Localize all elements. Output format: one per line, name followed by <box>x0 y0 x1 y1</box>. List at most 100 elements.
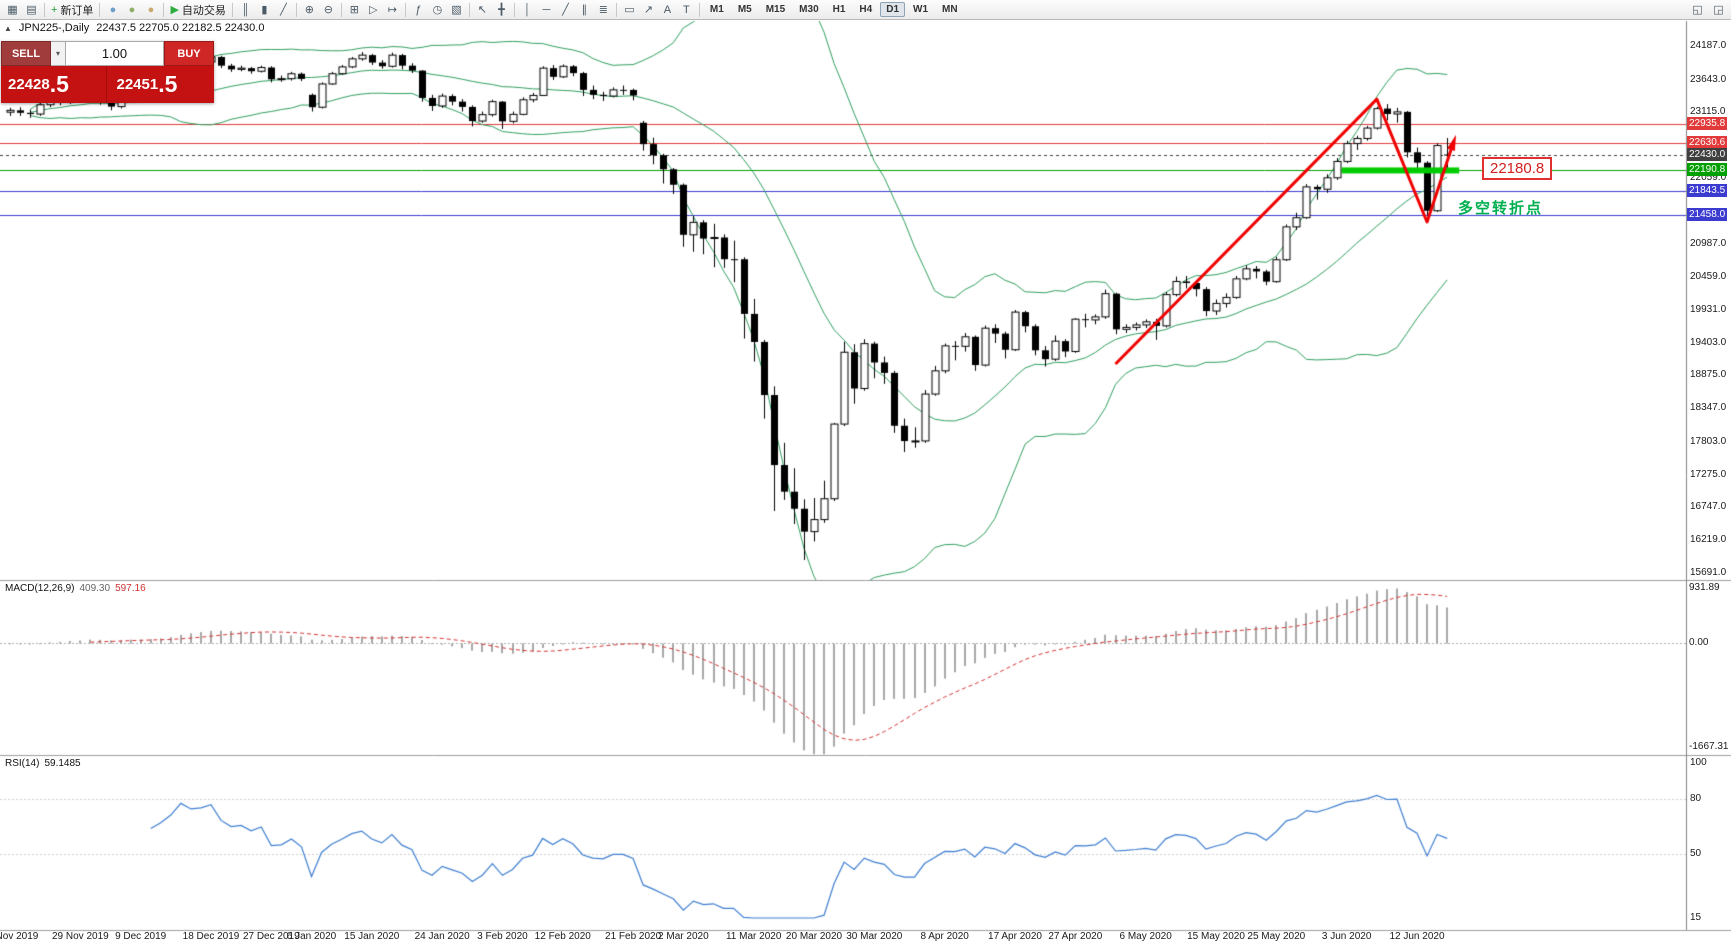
timeframe-w1-button[interactable]: W1 <box>913 4 929 15</box>
timeframe-d1-button[interactable]: D1 <box>880 2 906 17</box>
market-watch-icon[interactable]: ● <box>103 1 122 18</box>
zoom-out-icon: ⊖ <box>323 4 334 16</box>
chart-symbol-icon: ▲ <box>4 23 12 33</box>
buy-price[interactable]: 22451 .5 <box>105 66 215 103</box>
arrows-tool-icon: ↗ <box>643 4 654 16</box>
turning-point-note[interactable]: 多空转折点 <box>1458 200 1544 217</box>
buy-price-main: 22451 <box>116 76 159 93</box>
new-chart-icon[interactable]: ▦ <box>3 1 22 18</box>
fibonacci-retracement-icon: ≣ <box>598 4 609 16</box>
vertical-line-icon[interactable]: │ <box>518 1 537 18</box>
auto-scroll-icon[interactable]: ▷ <box>364 1 383 18</box>
zoom-in-icon: ⊕ <box>304 4 315 16</box>
toolbar: ▦ ▤ + 新订单 ● ● ● ▶ 自动交易 ║ ▮ ╱ ⊕ ⊖ ⊞ ▷ ↦ ƒ ◷ ▧ ↖ ╋ │ ─ ╱ ∥ ≣ ▭ ↗ A T M1 M5… <box>0 0 1731 20</box>
new-chart-icon: ▦ <box>7 4 18 16</box>
timeframe-mn-button[interactable]: MN <box>942 4 958 15</box>
volume-input[interactable] <box>66 41 164 66</box>
fibonacci-retracement-icon[interactable]: ≣ <box>594 1 613 18</box>
macd-title: MACD(12,26,9) <box>5 583 75 594</box>
new-order-label: 新订单 <box>60 4 94 17</box>
periods-icon[interactable]: ◷ <box>428 1 447 18</box>
trade-panel-prices: 22428 .5 22451 .5 <box>1 66 214 103</box>
toolbar-separator <box>615 2 617 17</box>
sell-price[interactable]: 22428 .5 <box>1 66 106 103</box>
timeframe-m15-button[interactable]: M15 <box>765 4 786 15</box>
toolbar-separator <box>468 2 470 17</box>
crosshair-icon[interactable]: ╋ <box>492 1 511 18</box>
candlestick-chart-icon[interactable]: ▮ <box>255 1 274 18</box>
toolbar-separator <box>99 2 101 17</box>
support-price-label[interactable]: 22180.8 <box>1482 157 1553 180</box>
trendline-icon: ╱ <box>562 4 569 16</box>
navigator-icon[interactable]: ● <box>141 1 160 18</box>
rsi-title: RSI(14) <box>5 758 40 769</box>
auto-scroll-icon: ▷ <box>369 4 378 16</box>
text-icon: A <box>663 3 672 16</box>
text-icon[interactable]: A <box>658 1 677 18</box>
timeframe-m30-button[interactable]: M30 <box>799 4 819 15</box>
arrows-tool-icon[interactable]: ↗ <box>639 1 658 18</box>
macd-value-main: 409.30 <box>79 583 111 594</box>
equidistant-channel-icon[interactable]: ∥ <box>575 1 594 18</box>
sell-price-main: 22428 <box>8 76 50 93</box>
templates-icon: ▧ <box>451 4 462 16</box>
timeframe-m1-button[interactable]: M1 <box>709 4 724 15</box>
shapes-icon[interactable]: ▭ <box>620 1 639 18</box>
autotrading-icon: ▶ <box>170 4 179 16</box>
shapes-icon: ▭ <box>624 4 635 16</box>
macd-value-signal: 597.16 <box>115 583 146 594</box>
toolbar-separator <box>340 2 342 17</box>
toolbar-right: ◱ ◲ <box>1688 1 1728 18</box>
data-window-icon[interactable]: ● <box>122 1 141 18</box>
one-click-trading-panel: SELL ▾ BUY 22428 .5 22451 .5 <box>1 41 214 103</box>
zoom-in-icon[interactable]: ⊕ <box>300 1 319 18</box>
sell-button[interactable]: SELL <box>1 41 51 66</box>
market-watch-icon: ● <box>109 3 117 16</box>
toolbar-separator <box>44 2 45 17</box>
chart-window-prev-icon[interactable]: ◱ <box>1692 4 1703 16</box>
timeframe-h4-button[interactable]: H4 <box>859 4 873 15</box>
chart-ohlc-values: 22437.5 22705.0 22182.5 22430.0 <box>96 22 265 34</box>
data-window-icon: ● <box>128 3 136 16</box>
vertical-line-icon: │ <box>523 3 531 16</box>
toolbar-separator <box>698 2 700 17</box>
horizontal-line-icon[interactable]: ─ <box>537 1 556 18</box>
chart-profiles-icon[interactable]: ▤ <box>22 1 41 18</box>
cursor-icon[interactable]: ↖ <box>473 1 492 18</box>
text-label-icon[interactable]: T <box>677 1 696 18</box>
line-chart-icon: ╱ <box>280 4 287 16</box>
toolbar-separator <box>231 2 233 17</box>
candlestick-chart-icon: ▮ <box>261 4 268 16</box>
buy-button[interactable]: BUY <box>164 41 214 66</box>
chart-shift-icon[interactable]: ↦ <box>383 1 402 18</box>
toolbar-separator <box>513 2 515 17</box>
autotrading-label: 自动交易 <box>181 4 226 17</box>
crosshair-icon: ╋ <box>498 4 505 16</box>
macd-label: MACD(12,26,9) 409.30 597.16 <box>5 583 146 594</box>
trendline-icon[interactable]: ╱ <box>556 1 575 18</box>
bar-chart-icon: ║ <box>241 3 250 16</box>
equidistant-channel-icon: ∥ <box>581 4 588 16</box>
timeframe-m5-button[interactable]: M5 <box>737 4 752 15</box>
bar-chart-icon[interactable]: ║ <box>236 1 255 18</box>
line-chart-icon[interactable]: ╱ <box>274 1 293 18</box>
templates-icon[interactable]: ▧ <box>447 1 466 18</box>
navigator-icon: ● <box>147 3 155 16</box>
toolbar-separator <box>163 2 165 17</box>
indicators-icon: ƒ <box>415 3 422 16</box>
new-order-button[interactable]: + 新订单 <box>48 1 96 18</box>
chart-symbol-period: JPN225-,Daily <box>18 22 90 34</box>
macd-panel-divider[interactable] <box>0 578 1731 583</box>
rsi-label: RSI(14) 59.1485 <box>5 758 81 769</box>
indicators-icon[interactable]: ƒ <box>409 1 428 18</box>
timeframe-h1-button[interactable]: H1 <box>832 4 846 15</box>
rsi-panel-divider[interactable] <box>0 753 1731 758</box>
autotrading-button[interactable]: ▶ 自动交易 <box>167 1 228 18</box>
tile-windows-icon[interactable]: ⊞ <box>345 1 364 18</box>
cursor-icon: ↖ <box>477 4 488 16</box>
sell-price-fraction: .5 <box>49 71 69 97</box>
chart-window-next-icon[interactable]: ◲ <box>1713 4 1724 16</box>
zoom-out-icon[interactable]: ⊖ <box>319 1 338 18</box>
volume-dropdown-button[interactable]: ▾ <box>51 41 66 66</box>
